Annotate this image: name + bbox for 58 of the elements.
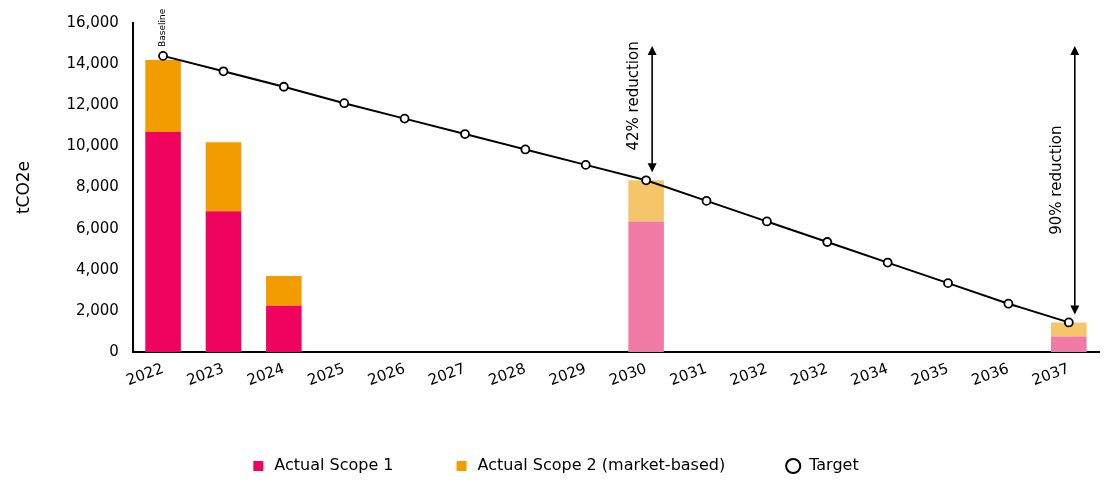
x-tick-label: 2029: [546, 358, 589, 389]
point: [520, 144, 531, 155]
x-tick-label: 2023: [184, 358, 227, 389]
bar: [145, 60, 181, 132]
point: [641, 175, 652, 186]
x-tick-label: 2031: [667, 358, 710, 389]
y-tick-label: 2,000: [75, 300, 119, 319]
point: [943, 278, 953, 289]
annotation: 42% reduction: [624, 41, 643, 151]
x-tick-label: 2035: [908, 358, 951, 389]
x-tick-label: 2025: [304, 358, 347, 389]
point: [278, 81, 289, 92]
point: [701, 195, 712, 206]
bar: [266, 305, 302, 353]
bar: [1051, 336, 1087, 353]
point: [399, 113, 410, 124]
y-tick-label: 12,000: [66, 95, 119, 114]
x-tick-label: 2022: [123, 358, 166, 389]
bar: [145, 131, 181, 353]
y-tick-label: 0: [109, 341, 119, 360]
x-tick-label: 2032: [787, 358, 830, 389]
x-tick-label: 2036: [969, 358, 1012, 389]
point: [882, 257, 893, 268]
bar: [628, 180, 664, 222]
bar: [1051, 322, 1087, 337]
legend-label: Actual Scope 1: [274, 455, 394, 475]
annotation: 90% reduction: [1046, 125, 1065, 235]
y-tick-label: 6,000: [75, 218, 119, 237]
y-tick-label: 14,000: [66, 54, 119, 73]
y-tick-label: 10,000: [66, 136, 119, 155]
x-tick-label: 2024: [244, 358, 287, 389]
point: [218, 66, 229, 77]
bar: [205, 142, 242, 212]
x-tick-label: 2034: [848, 358, 891, 389]
point: [339, 98, 350, 109]
point: [1063, 317, 1074, 328]
bar: [205, 211, 242, 353]
y-tick-label: 16,000: [66, 12, 119, 31]
y-axis-title: tCO2e: [12, 160, 33, 215]
x-tick-label: 2037: [1029, 358, 1072, 389]
annotation: Baseline: [157, 8, 168, 47]
point: [1003, 298, 1014, 309]
point: [822, 237, 833, 247]
legend-label: Target: [808, 455, 859, 475]
bar: [628, 221, 664, 353]
point: [460, 129, 470, 139]
x-tick-label: 2030: [606, 358, 649, 389]
point: [580, 159, 591, 170]
x-tick-label: 2027: [425, 358, 468, 389]
y-tick-label: 4,000: [75, 259, 119, 278]
x-tick-label: 2032: [727, 358, 770, 389]
point: [158, 51, 168, 61]
y-tick-label: 8,000: [75, 177, 119, 196]
legend-label: Actual Scope 2 (market-based): [477, 455, 726, 475]
x-tick-label: 2028: [486, 358, 529, 389]
bar: [266, 275, 302, 306]
point: [762, 216, 772, 227]
x-tick-label: 2026: [365, 358, 408, 389]
